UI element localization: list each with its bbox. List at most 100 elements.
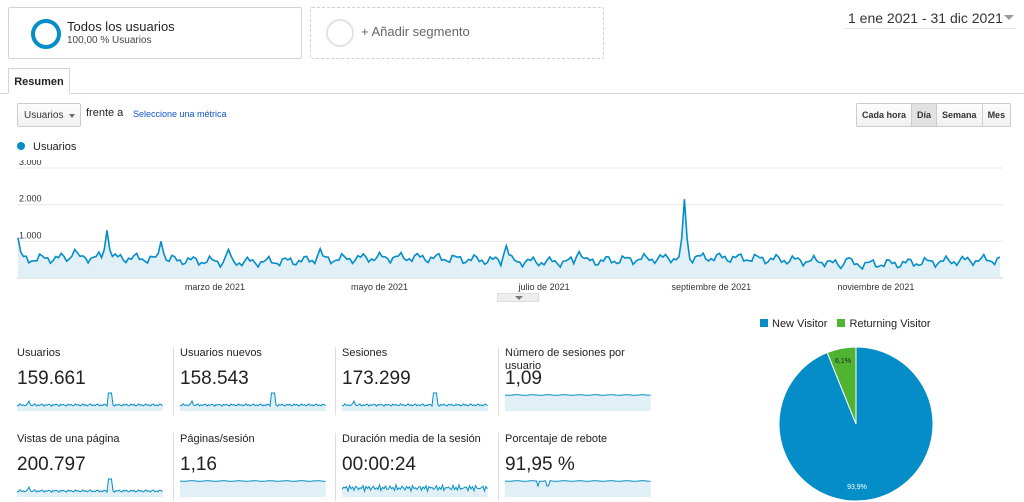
- metric-select[interactable]: Usuarios: [17, 103, 81, 127]
- metric-sparkline: [342, 482, 488, 497]
- metric-value: 00:00:24: [342, 454, 416, 475]
- legend-swatch-icon: [837, 319, 846, 327]
- x-tick-label: septiembre de 2021: [672, 282, 752, 292]
- x-tick-label: mayo de 2021: [351, 282, 408, 292]
- sparkline-line: [505, 480, 651, 488]
- collapse-caret-icon: [515, 296, 523, 300]
- metric-label: Vistas de una página: [17, 433, 120, 445]
- metric-divider: [498, 433, 499, 501]
- sparkline-area: [505, 480, 651, 497]
- sparkline-area: [180, 480, 326, 497]
- segment-subtitle: 100,00 % Usuarios: [67, 35, 152, 46]
- granularity-switch: Cada hora Día Semana Mes: [856, 103, 1012, 127]
- metric-label: Usuarios: [17, 347, 61, 359]
- metric-divider: [335, 347, 336, 415]
- metric-divider: [335, 433, 336, 501]
- sparkline-line: [17, 478, 163, 494]
- metric-cell[interactable]: Páginas/sesión 1,16: [173, 433, 335, 502]
- legend-label: Returning Visitor: [849, 318, 931, 330]
- series-line: [17, 199, 1001, 271]
- segment-title: Todos los usuarios: [67, 19, 175, 34]
- metric-divider: [173, 433, 174, 501]
- x-tick-label: marzo de 2021: [185, 282, 245, 292]
- metric-cell[interactable]: Duración media de la sesión 00:00:24: [335, 433, 497, 502]
- metric-sparkline: [342, 392, 488, 411]
- tab-divider: [0, 93, 1024, 94]
- metric-label: Duración media de la sesión: [342, 433, 481, 445]
- metric-value: 1,16: [180, 454, 217, 475]
- choose-metric-link[interactable]: Seleccione una métrica: [133, 109, 227, 119]
- legend-label: New Visitor: [772, 318, 828, 330]
- metric-divider: [173, 347, 174, 415]
- metric-label: Usuarios nuevos: [180, 347, 262, 359]
- metric-sparkline: [180, 480, 326, 497]
- series-area: [18, 199, 1000, 278]
- x-tick-label: noviembre de 2021: [837, 282, 914, 292]
- metric-cell[interactable]: Número de sesiones por usuario 1,09: [498, 347, 660, 417]
- y-tick-label: 2.000: [19, 194, 42, 204]
- add-segment-label: + Añadir segmento: [361, 24, 470, 39]
- chevron-down-icon: [1004, 15, 1014, 20]
- chart-legend: Usuarios: [17, 141, 76, 153]
- segment-all-users[interactable]: Todos los usuarios 100,00 % Usuarios: [8, 7, 302, 59]
- sparkline-area: [180, 393, 326, 411]
- versus-label: frente a: [86, 107, 124, 119]
- sparkline-area: [505, 394, 651, 411]
- sparkline-area: [342, 484, 488, 497]
- metric-cell[interactable]: Usuarios nuevos 158.543: [173, 347, 335, 417]
- metric-sparkline: [505, 480, 651, 497]
- sparkline-line: [180, 392, 326, 408]
- metric-value: 1,09: [505, 368, 542, 389]
- empty-segment-ring-icon: [326, 19, 354, 47]
- metric-value: 159.661: [17, 368, 86, 389]
- x-tick-label: julio de 2021: [518, 282, 570, 292]
- chevron-down-icon: [69, 114, 75, 118]
- granularity-month-button[interactable]: Mes: [981, 104, 1011, 126]
- metric-cell[interactable]: Porcentaje de rebote 91,95 %: [498, 433, 660, 502]
- metric-sparkline: [17, 392, 163, 411]
- chart-collapse-handle[interactable]: [497, 293, 539, 302]
- y-tick-label: 3.000: [19, 160, 42, 167]
- users-over-time-chart[interactable]: 3.000 2.000 1.000 marzo de 2021 mayo de 2021…: [17, 160, 1003, 295]
- tab-resumen[interactable]: Resumen: [8, 68, 70, 94]
- metric-cell[interactable]: Usuarios 159.661: [17, 347, 172, 417]
- sparkline-line: [180, 480, 326, 482]
- metric-label: Páginas/sesión: [180, 433, 255, 445]
- visitor-type-pie-chart[interactable]: 93,9% 6,1%: [777, 346, 935, 502]
- granularity-week-button[interactable]: Semana: [936, 104, 982, 126]
- metric-sparkline: [180, 392, 326, 411]
- granularity-hour-button[interactable]: Cada hora: [857, 104, 912, 126]
- metric-value: 91,95 %: [505, 454, 575, 475]
- pie-slice-label: 6,1%: [835, 358, 851, 365]
- date-range-picker[interactable]: 1 ene 2021 - 31 dic 2021: [844, 7, 1016, 29]
- sparkline-line: [505, 394, 651, 396]
- metric-select-value: Usuarios: [24, 110, 64, 121]
- metric-cell[interactable]: Sesiones 173.299: [335, 347, 497, 417]
- metric-label: Sesiones: [342, 347, 388, 359]
- sparkline-line: [342, 482, 488, 493]
- metric-value: 173.299: [342, 368, 411, 389]
- legend-item-returning-visitor[interactable]: Returning Visitor: [837, 318, 931, 330]
- metric-cell[interactable]: Vistas de una página 200.797: [17, 433, 172, 502]
- metric-divider: [498, 347, 499, 415]
- sparkline-line: [17, 392, 163, 408]
- metric-value: 200.797: [17, 454, 86, 475]
- series-dot-icon: [17, 142, 25, 150]
- pie-slice-label: 93,9%: [847, 484, 867, 491]
- sparkline-area: [17, 479, 163, 497]
- granularity-day-button[interactable]: Día: [911, 104, 937, 126]
- metric-sparkline: [17, 478, 163, 497]
- metric-sparkline: [505, 394, 651, 411]
- metric-label: Número de sesiones por usuario: [505, 347, 625, 372]
- metric-label: Porcentaje de rebote: [505, 433, 608, 445]
- segment-ring-icon: [31, 19, 61, 49]
- pie-slice[interactable]: [826, 346, 857, 425]
- legend-item-new-visitor[interactable]: New Visitor: [760, 318, 827, 330]
- date-range-label: 1 ene 2021 - 31 dic 2021: [848, 10, 1003, 26]
- series-name: Usuarios: [33, 141, 77, 153]
- sparkline-line: [342, 392, 488, 408]
- add-segment-button[interactable]: + Añadir segmento: [310, 7, 604, 59]
- sparkline-area: [17, 393, 163, 411]
- sparkline-area: [342, 393, 488, 411]
- pie-legend: New Visitor Returning Visitor: [760, 318, 931, 330]
